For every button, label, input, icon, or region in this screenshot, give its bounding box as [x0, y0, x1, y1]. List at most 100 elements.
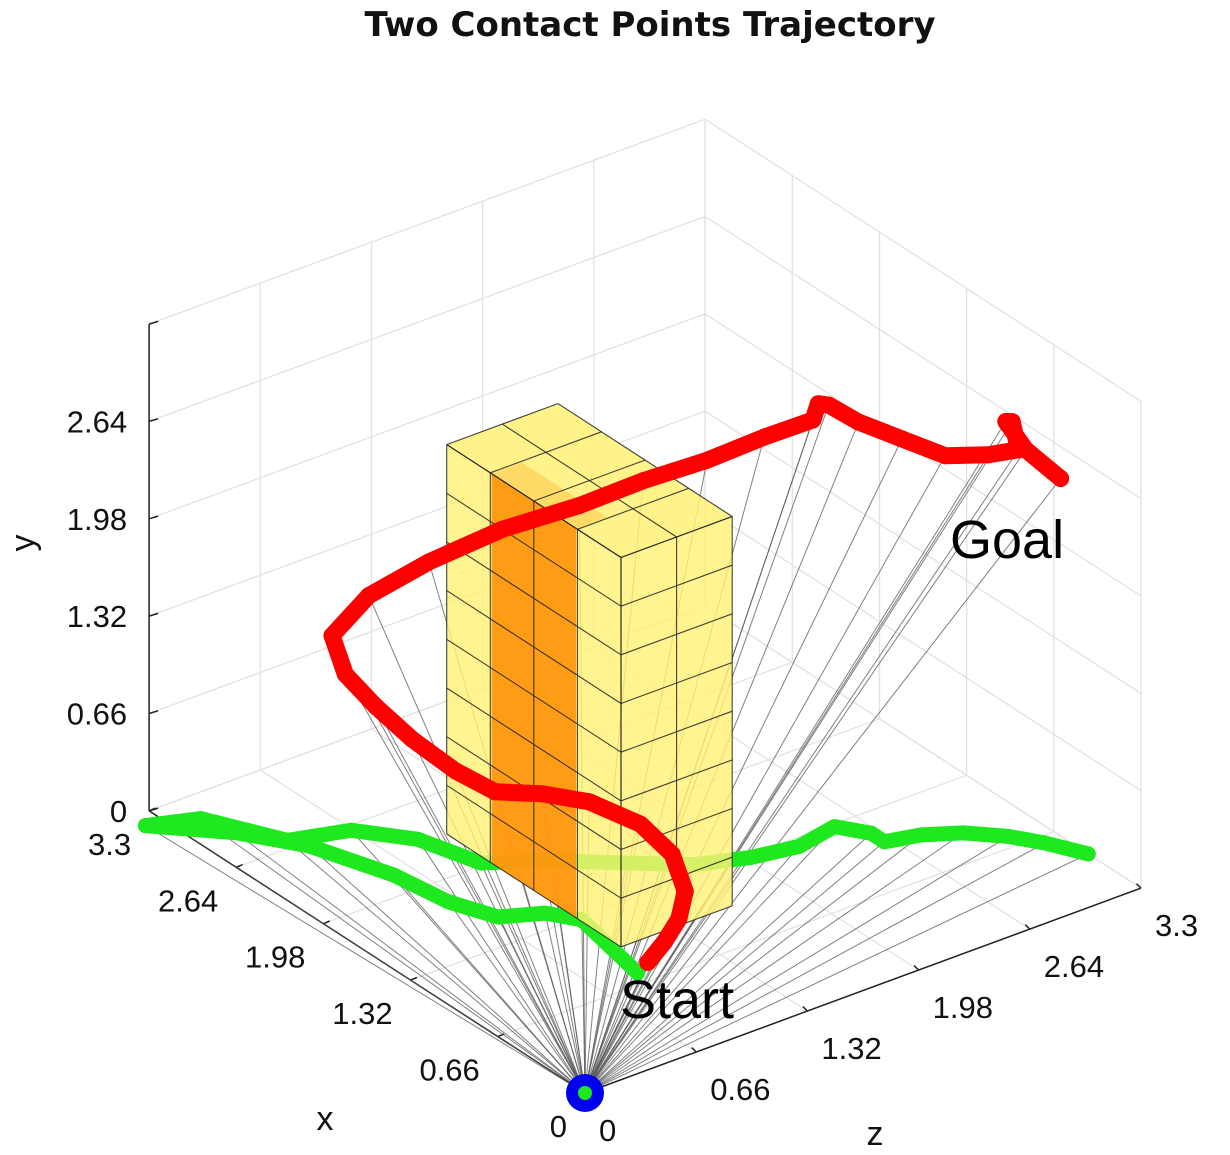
z-tick	[913, 964, 920, 971]
contact-1-trajectory-point	[670, 910, 688, 928]
z-tick	[1135, 883, 1142, 889]
contact-2-trajectory-point	[913, 827, 929, 843]
origin-marker-group	[566, 1074, 604, 1112]
y-tick	[148, 612, 159, 617]
contact-2-trajectory-point	[168, 820, 183, 836]
y-tick	[148, 710, 159, 715]
link-line-contact-2	[581, 919, 586, 1094]
obstacle-edge	[620, 564, 733, 607]
contact-1-trajectory-point	[639, 954, 657, 971]
contact-1-trajectory-point	[804, 411, 822, 429]
contact-1-trajectory-point	[755, 428, 773, 446]
link-line-contact-2	[584, 826, 835, 1094]
gridline	[148, 118, 706, 325]
y-tick-label: 1.32	[67, 599, 127, 634]
contact-2-trajectory-point	[490, 909, 506, 925]
contact-1-trajectory-point	[533, 785, 551, 803]
obstacle-edge	[446, 541, 622, 656]
y-tick-label: 0.66	[67, 697, 127, 732]
contact-2-trajectory-point	[410, 831, 426, 847]
contact-2-trajectory-point	[301, 838, 317, 854]
contact-1-trajectory-point	[893, 430, 911, 448]
contact-1-trajectory-point	[571, 497, 588, 514]
contact-1-trajectory-point	[494, 520, 511, 538]
z-tick	[691, 1046, 697, 1053]
contact-1-trajectory-point	[366, 697, 384, 715]
link-line-contact-2	[584, 832, 964, 1094]
y-tick-label: 0	[110, 794, 127, 829]
y-axis-label: y	[4, 535, 42, 552]
contact-2-trajectory-point	[630, 965, 646, 981]
obstacle-edge	[620, 661, 733, 705]
link-line-contact-2	[145, 825, 586, 1094]
z-axis-label: z	[867, 1115, 884, 1153]
contact-2-trajectory-point	[742, 850, 758, 866]
contact-2-trajectory-point	[827, 819, 842, 835]
link-line-contact-2	[200, 818, 586, 1094]
contact-1-trajectory-point	[486, 783, 504, 801]
contact-2-trajectory-point	[343, 822, 359, 838]
chart-title: Two Contact Points Trajectory	[364, 5, 935, 45]
link-line-contact-1	[374, 705, 586, 1094]
z-tick	[802, 1005, 808, 1012]
obstacle-edge	[446, 687, 622, 802]
obstacle-edge	[557, 403, 733, 517]
x-tick-label: 1.32	[332, 996, 392, 1031]
x-tick-label: 1.98	[245, 940, 305, 975]
contact-1-trajectory-point	[632, 815, 650, 833]
z-tick-label: 0.66	[710, 1072, 770, 1107]
link-line-contact-2	[447, 901, 586, 1094]
y-tick	[148, 515, 159, 520]
z-tick-label: 1.98	[933, 990, 993, 1025]
x-tick-label: 0.66	[419, 1053, 479, 1088]
link-line-contact-1	[584, 478, 1061, 1094]
x-axis-label: x	[317, 1100, 334, 1138]
contact-1-trajectory-point	[936, 447, 954, 465]
link-line-contact-1	[584, 449, 1027, 1094]
contact-1-trajectory-point	[1017, 441, 1035, 459]
contact-2-trajectory-point	[876, 834, 892, 850]
contact-2-trajectory-point	[791, 838, 807, 854]
gridline	[148, 215, 706, 423]
contact-2-trajectory	[137, 811, 1096, 981]
obstacle-edge	[620, 807, 733, 851]
y-tick	[148, 418, 159, 423]
z-tick	[1024, 924, 1031, 930]
contact-2-trajectory-point	[1037, 835, 1053, 851]
x-tick-label: 2.64	[158, 883, 218, 918]
obstacle-edge	[446, 492, 622, 607]
contact-1-trajectory-point	[634, 472, 652, 490]
contact-2-trajectory-point	[440, 894, 456, 910]
contact-1-trajectory-point	[420, 553, 438, 571]
contact-1-trajectory-point	[336, 665, 354, 683]
gridline	[704, 215, 1142, 500]
start-annotation: Start	[620, 970, 734, 1030]
contact-2-trajectory-point	[537, 905, 553, 921]
y-tick	[148, 807, 159, 812]
gridline	[148, 313, 706, 520]
z-tick-label: 1.32	[821, 1031, 881, 1066]
x-tick-label: 3.3	[88, 827, 131, 862]
gridline	[497, 830, 1055, 1038]
contact-1-trajectory-point	[698, 451, 716, 469]
z-tick-label: 0	[599, 1113, 616, 1148]
z-axis-line	[584, 887, 1142, 1094]
link-line-contact-2	[584, 846, 800, 1094]
link-line-contact-2	[286, 840, 586, 1094]
contact-2-trajectory-point	[279, 832, 295, 848]
obstacle-edge	[446, 638, 622, 753]
contact-2-trajectory-point	[1080, 846, 1096, 862]
contact-1-trajectory-point	[850, 413, 868, 431]
contact-1-trajectory-point	[403, 730, 421, 748]
link-line-contact-1	[344, 673, 586, 1094]
contact-2-trajectory-point	[137, 818, 153, 834]
z-tick-label: 3.3	[1155, 908, 1198, 943]
x-tick	[323, 920, 330, 925]
contact-1-trajectory-point	[360, 587, 378, 605]
link-line-contact-2	[584, 832, 872, 1094]
link-line-contact-2	[417, 839, 586, 1094]
x-tick	[410, 976, 418, 981]
contact-1-trajectory-point	[656, 933, 674, 950]
link-line-contact-2	[584, 842, 1046, 1094]
